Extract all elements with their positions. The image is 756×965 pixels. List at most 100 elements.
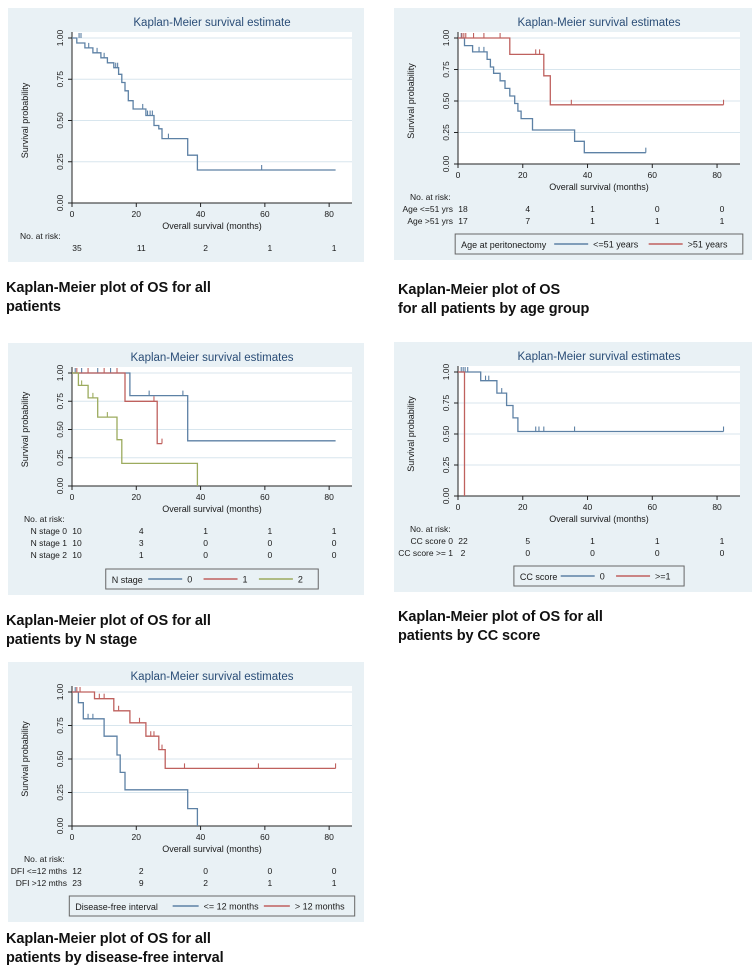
risk-count: 4 [525,204,530,214]
figure-caption-dfi: Kaplan-Meier plot of OS for all patients… [6,930,366,965]
km-chart-svg: 0.000.250.500.751.000 20 40 60 80Kaplan-Meie… [11,671,356,917]
y-tick-label: 1.00 [441,29,451,46]
km-curve [72,691,336,770]
risk-count: 9 [139,878,144,888]
legend-item-label: 0 [187,575,192,585]
risk-count: 1 [267,243,272,253]
km-chart-svg: 0.000.250.500.751.000 20 40 60 80Kaplan-Meie… [20,17,352,253]
risk-count: 10 [72,550,82,560]
legend-item-label: 0 [600,572,605,582]
risk-count: 0 [720,204,725,214]
caption-line: for all patients by age group [398,301,590,318]
km-curve [458,37,724,106]
x-tick-label: 60 [260,492,270,502]
km-chart-all-patients: 0.00 0.25 0.50 0.75 1.00 0 20 40 60 80 Kaplan-Meie… [8,8,364,262]
risk-count: 0 [332,866,337,876]
figure-caption-n-stage: Kaplan-Meier plot of OS for all patients… [6,612,336,650]
x-axis-label: Overall survival (months) [549,514,649,524]
risk-count: 2 [139,866,144,876]
risk-count: 4 [139,526,144,536]
km-curve [72,691,199,826]
risk-count: 1 [332,878,337,888]
caption-line: patients [6,299,61,316]
risk-count: 2 [203,878,208,888]
risk-header: No. at risk: [20,231,61,241]
legend-item-label: >=1 [655,572,671,582]
risk-count: 2 [203,243,208,253]
figure-os-by-n-stage: 0.00 0.25 0.50 0.75 1.00 0 20 40 60 80 Kaplan-Meie… [8,343,364,595]
x-axis-label: Overall survival (months) [162,221,262,231]
legend: Disease-free interval <= 12 months > 12 mo… [68,895,356,917]
y-axis-label: Survival probability [406,63,416,139]
risk-count: 1 [655,536,660,546]
km-chart-svg: 0.000.250.500.751.000 20 40 60 80Kaplan-Meie… [398,351,740,587]
risk-count: 1 [332,243,337,253]
x-tick-label: 40 [196,492,206,502]
x-tick-label: 60 [260,209,270,219]
risk-header: No. at risk: [410,192,451,202]
risk-count: 1 [655,216,660,226]
y-tick-label: 0.00 [55,817,65,834]
x-tick-label: 20 [132,832,142,842]
risk-count: 18 [458,204,468,214]
x-tick-label: 20 [518,170,528,180]
figure-os-by-dfi: 0.00 0.25 0.50 0.75 1.00 0 20 40 60 80 Kaplan-Meie… [8,662,364,922]
y-tick-label: 0.25 [55,153,65,170]
chart-title: Kaplan-Meier survival estimates [518,17,681,29]
risk-table: No. at risk:35 11 2 1 1 [20,231,337,253]
risk-count: 3 [139,538,144,548]
legend: CC score 0 >=1 [513,565,685,587]
legend-title: N stage [112,575,143,585]
risk-count: 1 [590,204,595,214]
risk-count: 1 [720,216,725,226]
km-chart-svg: 0.000.250.500.751.000 20 40 60 80Kaplan-Meie… [402,17,744,255]
y-tick-label: 0.75 [55,393,65,410]
legend-box [105,568,319,590]
risk-count: 1 [332,526,337,536]
risk-row-label: N stage 1 [31,538,68,548]
y-tick-label: 0.00 [55,194,65,211]
y-tick-label: 1.00 [55,29,65,46]
y-tick-label: 0.50 [55,421,65,438]
risk-row-label: Age <=51 yrs [402,204,453,214]
caption-line: Kaplan-Meier plot of OS for all [6,613,211,629]
chart-title: Kaplan-Meier survival estimates [131,671,294,683]
caption-line: Kaplan-Meier plot of OS for all [6,931,211,947]
legend-title: Age at peritonectomy [461,240,547,250]
x-tick-label: 40 [583,502,593,512]
risk-row-label: CC score >= 1 [398,548,453,558]
risk-count: 0 [720,548,725,558]
y-tick-label: 0.50 [441,425,451,442]
risk-count: 1 [267,526,272,536]
risk-count: 10 [72,526,82,536]
risk-count: 0 [203,866,208,876]
y-axis-label: Survival probability [20,82,30,158]
legend-box [513,565,685,587]
y-axis-label: Survival probability [406,396,416,472]
risk-count: 12 [72,866,82,876]
km-curve [72,37,336,171]
x-tick-label: 0 [456,502,461,512]
caption-line: Kaplan-Meier plot of OS for all [398,609,603,625]
plot-area [72,32,352,203]
x-tick-label: 80 [324,492,334,502]
figure-os-by-age-group: 0.00 0.25 0.50 0.75 1.00 0 20 40 60 80 Kaplan-Meie… [394,8,752,260]
x-tick-label: 60 [648,502,658,512]
km-curve [458,371,466,496]
risk-count: 0 [203,538,208,548]
x-tick-label: 40 [196,832,206,842]
risk-table: No. at risk: Age <=51 yrs 18 4 1 0 0 Age >51 yr… [402,192,724,226]
risk-count: 0 [267,538,272,548]
legend-item-label: <= 12 months [204,902,260,912]
risk-count: 0 [655,548,660,558]
risk-count: 22 [458,536,468,546]
y-tick-label: 0.50 [55,112,65,129]
legend-item-label: 1 [243,575,248,585]
x-tick-label: 40 [583,170,593,180]
y-tick-label: 0.75 [55,717,65,734]
figure-caption-all-patients: Kaplan-Meier plot of OS for all patients [6,279,336,317]
figure-os-by-cc-score: 0.00 0.25 0.50 0.75 1.00 0 20 40 60 80 Kaplan-Meie… [394,342,752,592]
risk-row-label: N stage 2 [31,550,68,560]
risk-row-label: Age >51 yrs [407,216,453,226]
